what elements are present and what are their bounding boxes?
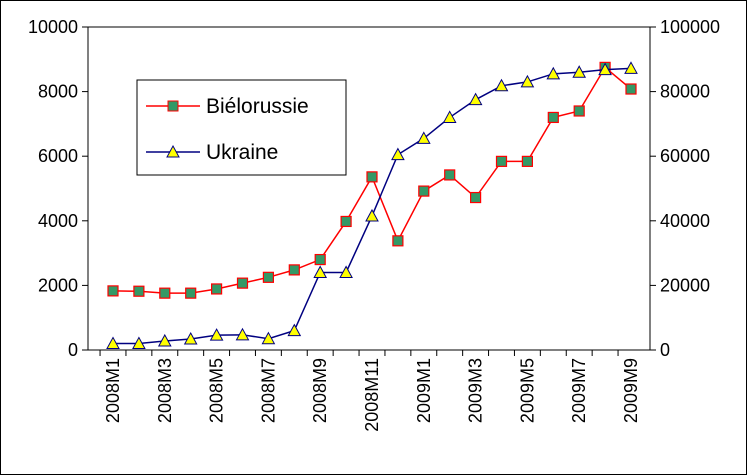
x-tick-label: 2009M7 (569, 358, 589, 423)
marker (624, 61, 638, 74)
legend-marker (166, 144, 180, 158)
y2-tick-label: 40000 (660, 211, 710, 231)
marker (314, 253, 326, 266)
legend-label: Ukraine (206, 141, 278, 164)
marker (159, 287, 171, 299)
legend (136, 79, 347, 176)
marker (392, 235, 404, 247)
marker (573, 105, 585, 117)
marker (261, 331, 276, 345)
x-tick-label: 2009M9 (621, 358, 641, 423)
marker (209, 328, 224, 341)
x-tick-label: 2008M9 (310, 358, 330, 423)
x-tick-label: 2008M5 (207, 358, 227, 423)
y-tick-label: 0 (68, 340, 78, 360)
x-tick-label: 2009M1 (414, 358, 434, 423)
marker (236, 277, 249, 289)
y-tick-label: 4000 (38, 211, 78, 231)
marker (211, 283, 223, 295)
marker (598, 62, 612, 76)
x-tick-label: 2008M11 (362, 358, 382, 432)
x-tick-label: 2009M3 (466, 358, 486, 423)
y-tick-label: 2000 (38, 275, 78, 295)
legend-marker (167, 100, 179, 112)
marker (339, 265, 353, 278)
marker (366, 171, 378, 183)
marker (547, 111, 559, 124)
marker (468, 92, 483, 106)
marker (262, 271, 274, 283)
marker (107, 285, 119, 297)
y2-tick-label: 80000 (660, 82, 710, 102)
marker (391, 147, 405, 161)
marker (418, 185, 430, 197)
y2-tick-label: 100000 (660, 17, 720, 37)
y-tick-label: 8000 (38, 82, 78, 102)
marker (133, 285, 145, 297)
marker (235, 327, 250, 341)
y2-tick-label: 0 (660, 340, 670, 360)
marker (546, 66, 561, 80)
plot-area (87, 26, 651, 351)
y2-tick-label: 20000 (660, 275, 710, 295)
marker (132, 336, 146, 350)
marker (287, 323, 302, 337)
marker (416, 131, 431, 144)
y2-tick-label: 60000 (660, 146, 710, 166)
marker (183, 331, 198, 345)
x-tick-label: 2008M7 (258, 358, 278, 423)
marker (340, 215, 352, 228)
marker (470, 191, 482, 204)
y-tick-label: 6000 (38, 146, 78, 166)
marker (444, 169, 456, 181)
marker (313, 265, 328, 278)
marker (185, 287, 197, 299)
marker (572, 65, 587, 78)
marker (521, 155, 534, 167)
marker (625, 83, 637, 95)
x-tick-label: 2008M3 (155, 358, 175, 423)
marker (365, 208, 379, 222)
marker (442, 110, 457, 123)
y-tick-label: 10000 (28, 17, 78, 37)
marker (157, 333, 172, 347)
marker (494, 78, 509, 92)
marker (106, 336, 120, 350)
marker (495, 155, 508, 167)
marker (520, 74, 535, 88)
x-tick-label: 2009M5 (517, 358, 537, 423)
marker (288, 264, 300, 276)
legend-label: Biélorussie (206, 95, 309, 118)
x-tick-label: 2008M1 (103, 358, 123, 423)
